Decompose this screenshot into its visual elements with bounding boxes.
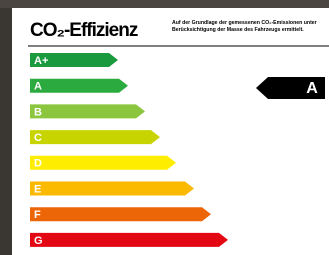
title: CO₂-Effizienz <box>30 20 138 41</box>
class-bar <box>30 79 128 93</box>
class-bar <box>30 104 145 118</box>
note: Auf der Grundlage der gemessenen CO₂-Emi… <box>172 20 328 34</box>
class-bar <box>30 130 160 144</box>
class-label: G <box>34 235 43 247</box>
class-label: A+ <box>34 55 48 67</box>
class-label: E <box>34 183 41 195</box>
class-bar <box>30 233 228 247</box>
note-box: Auf der Grundlage der gemessenen CO₂-Emi… <box>172 20 328 42</box>
class-label: F <box>34 209 41 221</box>
page: CO₂-Effizienz Auf der Grundlage der geme… <box>0 0 329 255</box>
class-bar <box>30 207 211 221</box>
class-label: C <box>34 132 42 144</box>
class-bar <box>30 156 176 170</box>
energy-label: CO₂-Effizienz Auf der Grundlage der geme… <box>0 0 329 255</box>
class-label: B <box>34 106 42 118</box>
class-bar <box>30 182 194 196</box>
class-label: A <box>34 81 42 93</box>
rating: A <box>306 80 318 97</box>
photo-edge <box>0 0 329 8</box>
class-label: D <box>34 158 42 170</box>
